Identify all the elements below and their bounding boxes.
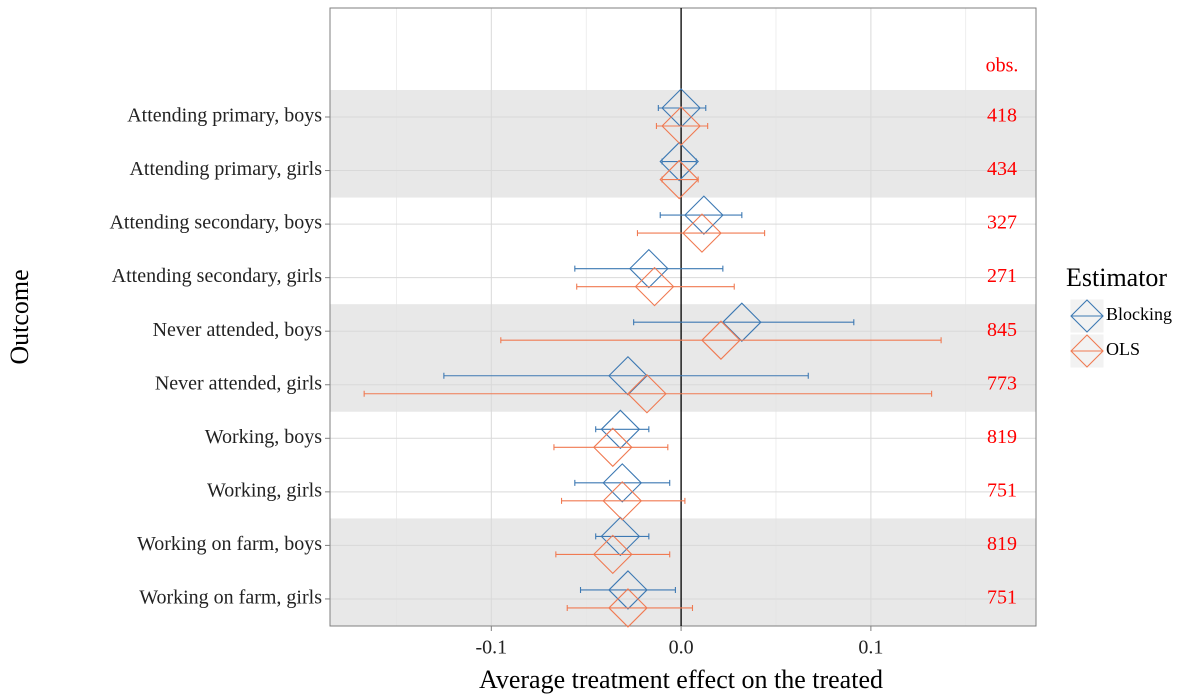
x-tick-label: 0.0: [669, 637, 694, 659]
obs-label: 434: [987, 158, 1017, 180]
obs-label: 751: [987, 479, 1017, 501]
panel-border: [329, 7, 1037, 627]
error-bar: [363, 390, 933, 397]
error-bar: [443, 372, 809, 379]
error-bar: [566, 604, 694, 611]
y-axis-title: Outcome: [5, 269, 34, 364]
x-tick-label: -0.1: [475, 637, 507, 659]
y-tick-label: Attending secondary, boys: [109, 212, 322, 234]
obs-label: 271: [987, 265, 1017, 287]
error-bar: [576, 283, 735, 290]
point: [602, 463, 643, 503]
point: [600, 516, 641, 557]
obs-label: 327: [987, 212, 1017, 234]
legend-label: Blocking: [1106, 304, 1172, 324]
point: [722, 302, 762, 342]
error-bar: [574, 265, 724, 272]
legend-key-diamond: [1070, 334, 1104, 368]
point: [659, 141, 699, 182]
obs-label: 751: [987, 587, 1017, 609]
point: [600, 409, 641, 450]
y-tick-label: Never attended, girls: [155, 372, 322, 394]
legend-label: OLS: [1106, 339, 1140, 359]
error-bar: [655, 123, 709, 129]
error-bar: [500, 337, 942, 344]
y-tick-label: Never attended, boys: [153, 319, 323, 341]
point: [608, 588, 648, 628]
error-bar: [579, 586, 676, 593]
error-bar: [555, 551, 671, 558]
point: [608, 355, 648, 396]
x-tick-label: 0.1: [858, 637, 883, 659]
obs-label: 773: [987, 372, 1017, 394]
point: [661, 88, 701, 128]
error-bar: [636, 230, 766, 237]
point: [634, 266, 675, 307]
y-tick-label: Working on farm, girls: [139, 587, 322, 609]
point: [661, 106, 701, 146]
point: [684, 195, 724, 235]
y-tick-label: Working on farm, boys: [137, 533, 322, 555]
error-bar: [574, 479, 671, 486]
point: [701, 320, 741, 360]
obs-label: 819: [987, 426, 1017, 448]
legend-title: Estimator: [1066, 263, 1167, 292]
obs-label: 819: [987, 533, 1017, 555]
shaded-band: [330, 304, 1036, 412]
error-bar: [560, 497, 686, 504]
error-bar: [633, 319, 855, 326]
y-tick-label: Attending secondary, girls: [112, 265, 323, 287]
x-axis-title: Average treatment effect on the treated: [479, 665, 883, 694]
y-tick-label: Attending primary, boys: [127, 105, 322, 127]
point: [629, 248, 669, 289]
shaded-band: [330, 518, 1036, 626]
y-tick-label: Attending primary, girls: [129, 158, 322, 180]
point: [682, 213, 722, 253]
y-tick-label: Working, boys: [205, 426, 322, 448]
point: [659, 159, 699, 200]
point: [593, 427, 633, 468]
point: [593, 534, 633, 575]
legend-key-diamond: [1070, 299, 1104, 333]
obs-label: 418: [987, 105, 1017, 127]
obs-label: 845: [987, 319, 1017, 341]
point: [602, 481, 643, 521]
error-bar: [553, 444, 669, 451]
point: [627, 373, 667, 414]
point: [608, 570, 648, 610]
obs-header: obs.: [986, 55, 1019, 77]
y-tick-label: Working, girls: [207, 479, 322, 501]
